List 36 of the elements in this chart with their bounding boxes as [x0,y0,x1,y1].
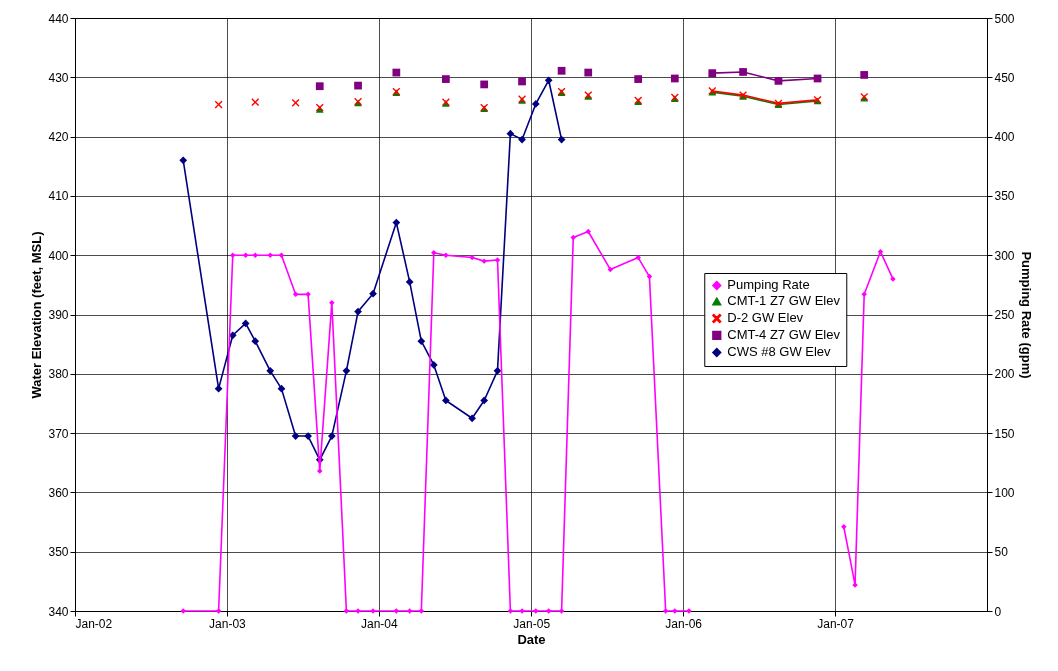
y2-tick-label: 50 [994,545,1009,560]
y-tick-label: 430 [48,70,69,85]
y2-tick-label: 500 [994,11,1015,26]
y-tick-label: 370 [48,426,69,441]
y2-tick-label: 250 [994,308,1015,322]
y2-tick-label: 0 [994,604,1002,619]
y2-tick-label: 400 [994,130,1015,145]
y-axis-title: Water Elevation (feet, MSL) [29,231,45,399]
y-tick-label: 340 [48,604,69,619]
legend-label: CMT-1 Z7 GW Elev [727,293,841,309]
legend-label: CMT-4 Z7 GW Elev [727,327,841,343]
y2-tick-label: 350 [994,189,1015,204]
y2-tick-label: 300 [994,248,1015,263]
y2-tick-label: 200 [994,367,1015,382]
y-tick-label: 440 [48,11,69,26]
x-axis-title: Date [517,631,546,647]
x-tick-label: Jan-04 [361,616,399,631]
y-tick-label: 380 [48,367,69,382]
legend-label: D-2 GW Elev [727,310,804,326]
legend-label: CWS #8 GW Elev [727,344,832,360]
x-tick-label: Jan-05 [513,616,551,631]
y-tick-label: 420 [48,130,69,145]
y-tick-label: 400 [48,248,69,263]
y2-tick-label: 450 [994,70,1015,85]
y2-tick-label: 150 [994,426,1015,441]
x-tick-label: Jan-03 [209,616,247,631]
y2-axis-title: Pumping Rate (gpm) [1018,251,1034,379]
y-tick-label: 350 [48,545,69,560]
y2-tick-label: 100 [994,485,1015,500]
y-tick-label: 410 [48,189,69,204]
y-tick-label: 360 [48,485,69,500]
legend-label: Pumping Rate [727,277,810,293]
x-tick-label: Jan-06 [665,616,703,631]
x-tick-label: Jan-02 [75,616,113,631]
x-tick-label: Jan-07 [817,616,855,631]
y-tick-label: 390 [48,308,69,322]
